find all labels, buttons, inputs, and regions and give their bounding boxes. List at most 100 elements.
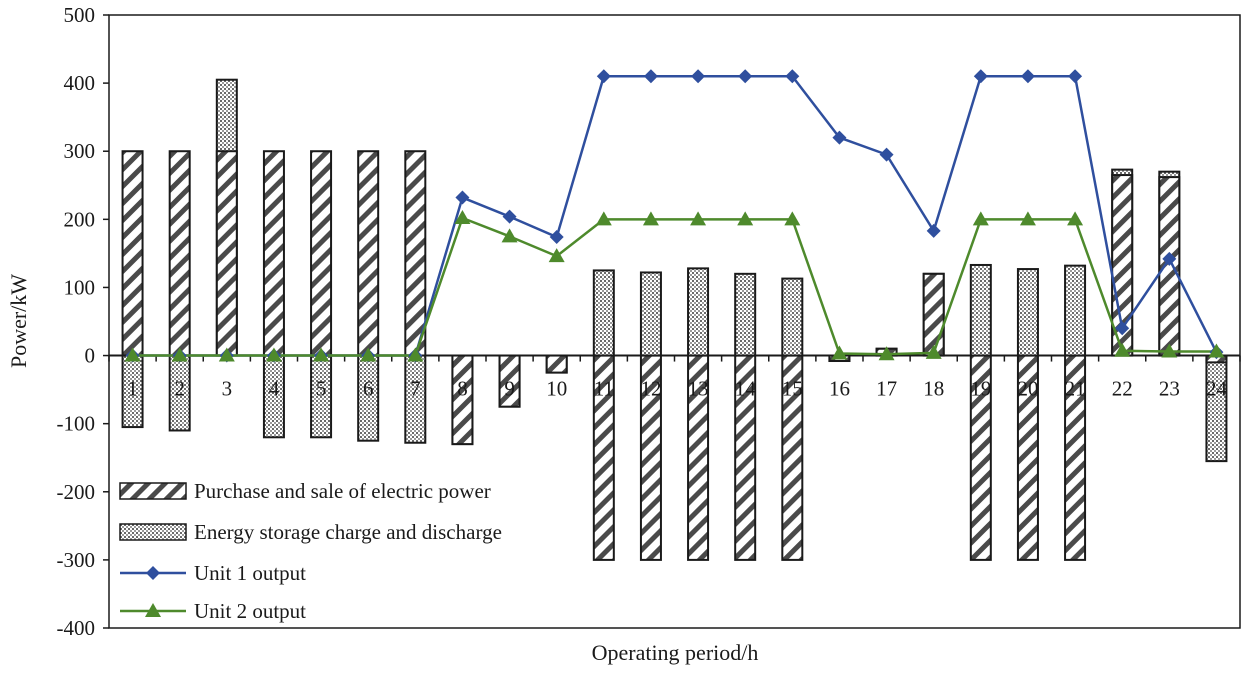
unit1-point xyxy=(643,69,658,84)
unit1-point xyxy=(502,209,517,224)
purchase-sale-bar xyxy=(121,150,144,357)
y-tick-label: 400 xyxy=(64,71,96,95)
y-tick-label: -200 xyxy=(57,480,96,504)
purchase-sale-bar xyxy=(404,150,427,357)
unit2-point xyxy=(1114,342,1131,357)
unit1-point xyxy=(596,69,611,84)
x-tick-label: 15 xyxy=(782,377,803,401)
unit2-point xyxy=(124,347,141,362)
x-tick-label: 5 xyxy=(316,377,327,401)
unit1-point xyxy=(879,147,894,162)
unit2-point xyxy=(1208,343,1225,358)
purchase-sale-bar xyxy=(357,150,380,357)
purchase-sale-bar xyxy=(922,272,945,357)
x-axis-title: Operating period/h xyxy=(592,640,759,665)
unit1-point xyxy=(738,69,753,84)
purchase-sale-bar xyxy=(1158,176,1181,357)
unit2-point xyxy=(595,211,612,226)
unit1-point xyxy=(549,230,564,245)
x-tick-label: 3 xyxy=(222,377,233,401)
unit1-point xyxy=(455,190,470,205)
storage-bar xyxy=(1016,268,1039,357)
unit2-point xyxy=(690,211,707,226)
unit2-point xyxy=(501,228,518,243)
unit2-point xyxy=(171,347,188,362)
unit2-point xyxy=(925,344,942,359)
x-tick-label: 14 xyxy=(735,377,757,401)
y-tick-label: -400 xyxy=(57,616,96,640)
storage-bar xyxy=(734,272,757,357)
x-tick-label: 6 xyxy=(363,377,374,401)
y-axis-title: Power/kW xyxy=(6,274,31,368)
x-tick-label: 8 xyxy=(457,377,468,401)
plot-area-frame xyxy=(108,14,1241,629)
unit1-point xyxy=(1068,69,1083,84)
x-tick-label: 23 xyxy=(1159,377,1180,401)
unit1-point xyxy=(691,69,706,84)
y-tick-label: -300 xyxy=(57,548,96,572)
x-tick-label: 17 xyxy=(876,377,897,401)
unit1-point xyxy=(1162,251,1177,266)
unit1-point xyxy=(1115,321,1130,336)
purchase-sale-bar xyxy=(168,150,191,357)
x-tick-label: 13 xyxy=(688,377,709,401)
x-tick-label: 20 xyxy=(1017,377,1038,401)
storage-bar xyxy=(1064,264,1087,357)
unit1-point xyxy=(973,69,988,84)
unit1-line xyxy=(132,75,1218,357)
legend-swatch xyxy=(119,523,187,541)
purchase-sale-bar xyxy=(215,150,238,357)
unit2-point xyxy=(360,347,377,362)
legend-marker xyxy=(146,566,160,580)
unit1-point xyxy=(1020,69,1035,84)
unit2-point xyxy=(642,211,659,226)
y-tick-label: 0 xyxy=(85,344,96,368)
legend-label: Purchase and sale of electric power xyxy=(194,479,491,503)
legend-label: Energy storage charge and discharge xyxy=(194,520,502,544)
y-tick-label: 300 xyxy=(64,139,96,163)
storage-bar xyxy=(687,267,710,357)
unit2-point xyxy=(737,211,754,226)
storage-bar xyxy=(639,271,662,357)
legend-marker xyxy=(145,603,161,617)
x-tick-label: 2 xyxy=(174,377,185,401)
x-tick-label: 11 xyxy=(594,377,614,401)
x-tick-label: 9 xyxy=(504,377,515,401)
unit2-point xyxy=(784,211,801,226)
unit1-point xyxy=(926,223,941,238)
storage-bar xyxy=(969,263,992,357)
unit1-point xyxy=(785,69,800,84)
storage-bar xyxy=(781,277,804,357)
purchase-sale-bar xyxy=(545,354,568,374)
legend-label: Unit 2 output xyxy=(194,599,306,623)
x-tick-label: 19 xyxy=(970,377,991,401)
x-tick-label: 4 xyxy=(269,377,280,401)
unit2-point xyxy=(265,347,282,362)
x-tick-label: 1 xyxy=(127,377,138,401)
unit2-point xyxy=(972,211,989,226)
lines xyxy=(124,69,1225,363)
unit2-point xyxy=(831,345,848,360)
legend: Purchase and sale of electric power Energ… xyxy=(119,479,502,623)
unit2-point xyxy=(407,347,424,362)
x-axis: 1 2 3 4 5 6 7 8 9 10 11 12 13 14 15 16 17 18 19 20 21 22 23 24 xyxy=(108,355,1241,401)
x-tick-label: 21 xyxy=(1065,377,1086,401)
y-tick-label: 200 xyxy=(64,207,96,231)
y-tick-label: -100 xyxy=(57,412,96,436)
legend-swatch xyxy=(119,482,187,500)
unit2-point xyxy=(454,209,471,224)
purchase-sale-bar xyxy=(310,150,333,357)
unit2-line xyxy=(132,216,1217,357)
unit2-point xyxy=(878,346,895,361)
x-tick-label: 7 xyxy=(410,377,421,401)
x-tick-label: 10 xyxy=(546,377,567,401)
y-axis: -400 -300 -200 -100 0 100 200 300 400 500 xyxy=(57,3,109,640)
x-tick-label: 18 xyxy=(923,377,944,401)
unit1-point xyxy=(832,130,847,145)
legend-label: Unit 1 output xyxy=(194,561,306,585)
storage-bar xyxy=(592,269,615,357)
x-tick-label: 24 xyxy=(1206,377,1228,401)
x-tick-label: 16 xyxy=(829,377,850,401)
